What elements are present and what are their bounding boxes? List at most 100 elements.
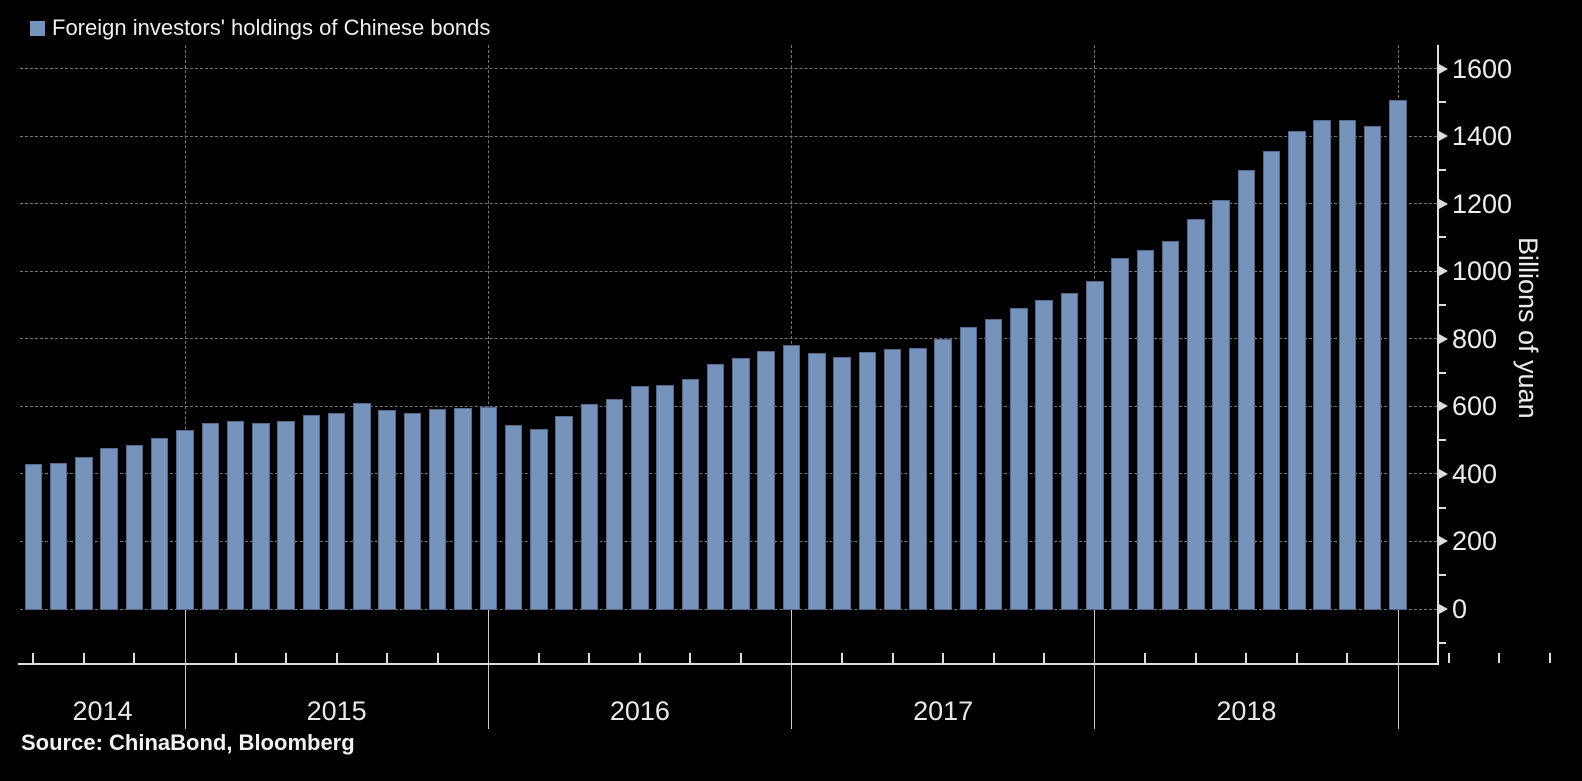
bar [1060,293,1079,610]
bar [808,353,826,610]
legend-swatch-icon [30,20,45,36]
bar [757,351,775,610]
x-tick [942,653,945,663]
y-major-tick [1439,536,1448,547]
bar [1035,299,1053,610]
y-major-tick [1439,63,1448,74]
bar [833,357,851,610]
bar [226,420,245,610]
x-tick [285,653,288,663]
x-tick [1043,653,1046,663]
bar [100,447,118,610]
x-tick [537,653,540,663]
y-axis-line [1437,45,1439,665]
bar [454,408,472,610]
bar [353,402,371,610]
v-gridline-year-boundary [791,45,792,610]
y-minor-tick [1439,371,1446,374]
h-gridline [20,608,1437,610]
bar [75,456,93,610]
bar [1010,308,1028,610]
bar [302,415,321,610]
x-tick [1548,653,1551,663]
h-gridline [20,473,1437,475]
x-year-label: 2014 [72,696,133,726]
bar [252,422,270,610]
bar [984,319,1003,610]
bar [631,386,649,610]
bar [934,338,952,610]
h-gridline [20,68,1437,70]
bar [1262,150,1281,610]
bar [1187,218,1205,610]
x-tick [1144,653,1147,663]
h-gridline [20,540,1437,542]
bar [605,398,624,610]
bar [24,463,43,610]
x-year-label: 2017 [913,696,974,726]
bar [706,363,725,610]
bar [858,351,877,610]
y-tick-label: 1000 [1452,256,1513,287]
y-minor-tick [1439,439,1446,442]
y-major-tick [1439,131,1448,142]
x-tick [234,653,237,663]
bar [327,413,346,610]
x-tick [638,653,641,663]
y-tick-label: 0 [1452,594,1468,624]
y-tick-label: 1200 [1452,188,1513,219]
bar [277,420,295,610]
y-tick-label: 400 [1452,458,1498,489]
v-gridline-year-boundary [184,45,186,610]
x-tick [588,653,591,663]
h-gridline [20,135,1437,137]
bar [504,424,523,610]
bar [555,415,573,610]
bar [479,407,497,610]
bar [681,378,700,610]
year-separator-line [1397,610,1399,729]
bar [403,412,422,610]
source-note: Source: ChinaBond, Bloomberg [21,730,355,755]
bar [959,326,978,610]
x-tick [1295,653,1298,663]
y-tick-label: 600 [1452,391,1498,422]
bar [201,422,220,610]
bar [428,409,447,610]
bar [782,345,801,610]
bar [1313,119,1331,610]
bar [1086,280,1104,610]
bar [530,429,548,610]
h-gridline [20,270,1437,272]
x-year-label: 2018 [1216,696,1277,726]
bar [176,429,194,610]
bar [49,462,68,610]
bar [732,357,750,610]
x-tick [891,653,894,663]
bar [909,348,927,610]
y-major-tick [1439,468,1448,479]
y-minor-tick [1439,101,1446,104]
x-tick [1447,653,1450,663]
y-tick-label: 1400 [1452,121,1513,152]
year-separator-line [184,610,186,729]
y-major-tick [1439,401,1448,412]
bar [1111,257,1129,610]
bar [1136,249,1155,610]
year-separator-line [791,610,792,729]
bar [656,385,674,610]
y-minor-tick [1439,641,1446,644]
v-gridline-year-boundary [487,45,489,610]
y-tick-label: 1600 [1452,53,1513,84]
bar [1212,200,1230,610]
x-tick [689,653,692,663]
bar [150,438,169,610]
y-major-tick [1439,333,1448,344]
x-tick [32,653,35,663]
bar [378,410,396,610]
y-minor-tick [1439,574,1446,577]
x-tick [335,653,338,663]
y-minor-tick [1439,236,1446,239]
